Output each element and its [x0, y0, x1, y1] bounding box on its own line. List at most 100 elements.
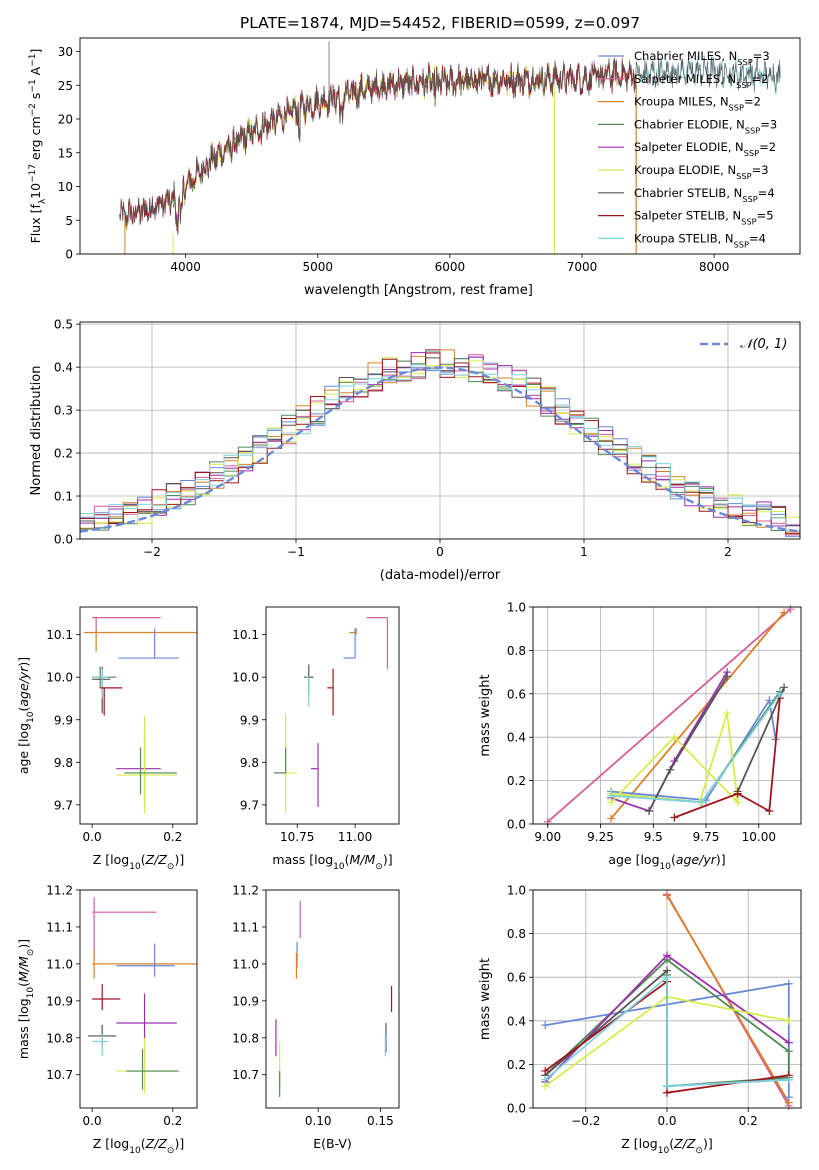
axes-spectrum: 4000 5000 6000 7000 8000 0 5 10 15 20 25 30 waveleng…: [28, 37, 801, 298]
x-tick-label: 0.0: [657, 1114, 676, 1128]
weight-marker-kroupa_stelib: [663, 973, 671, 982]
label-part: Z/Z: [145, 1136, 168, 1151]
y-tick-label: 25: [58, 79, 73, 93]
label-part: SSP: [745, 125, 760, 135]
label-part: =3: [752, 163, 769, 177]
legend-label-chabrier_stelib: Chabrier STELIB, NSSP=4: [634, 186, 775, 204]
weight-marker-salpeter_stelib: [765, 806, 774, 815]
y-tick-label: 0.1: [54, 490, 73, 504]
x-axis-label: Z [log10(Z/Z⊙)]: [93, 1136, 184, 1156]
x-tick-label: 0.0: [83, 830, 102, 844]
weight-marker-kroupa_stelib: [697, 798, 706, 807]
weight-marker-kroupa_stelib: [663, 1082, 671, 1091]
axes-weight_vs_age: 9.00 9.25 9.5 9.75 10.00 0.0 0.2 0.4 0.6 0.8 1.0 ag…: [478, 601, 802, 872]
x-tick-label: 7000: [567, 260, 598, 274]
y-tick-label: 0.0: [54, 533, 73, 547]
label-part: ⊙: [375, 862, 383, 872]
x-axis-label: age [log10(age/yr)]: [608, 852, 725, 872]
x-axis-label: Z [log10(Z/Z⊙)]: [93, 852, 184, 872]
weight-marker-salpeter_stelib: [541, 1066, 550, 1075]
x-tick-label: 0.2: [163, 1114, 182, 1128]
y-tick-label: 10.9: [232, 994, 259, 1008]
weight-marker-chabrier_stelib: [723, 672, 732, 681]
y-tick-label: 10.9: [46, 994, 73, 1008]
label-part: SSP: [736, 80, 751, 90]
y-tick-label: 0.8: [507, 644, 526, 658]
x-axis-label: E(B-V): [313, 1136, 352, 1151]
label-part: Chabrier MILES, N: [634, 49, 737, 63]
weight-marker-salpeter_elodie: [663, 951, 671, 960]
legend-label-kroupa_miles: Kroupa MILES, NSSP=2: [634, 95, 761, 113]
weight-line-chabrier_stelib: [648, 675, 728, 812]
gaussian-curve: [79, 366, 801, 533]
x-tick-label: 0.15: [367, 1114, 394, 1128]
x-tick-label: −0.2: [571, 1114, 600, 1128]
weight-marker-chabrier_miles: [541, 1021, 550, 1030]
legend-label-gauss: 𝒩(0, 1): [740, 337, 787, 352]
plot-area-weight_vs_age: [543, 605, 795, 826]
x-tick-label: 9.5: [644, 830, 663, 844]
label-part: −2: [28, 103, 38, 116]
y-tick-label: 11.0: [232, 957, 259, 971]
weight-marker-kroupa_stelib: [775, 689, 784, 698]
label-part: Z [log: [621, 1136, 657, 1151]
label-part: 10: [129, 862, 141, 872]
weight-line-chabrier_stelib: [736, 686, 785, 792]
y-tick-label: 0.8: [507, 927, 526, 941]
y-axis-label: Normed distribution: [29, 366, 44, 496]
weight-marker-kroupa_miles: [663, 891, 671, 900]
legend-label-salpeter_miles: Salpeter MILES, NSSP=2: [634, 72, 769, 90]
label-part: =3: [753, 49, 770, 63]
label-part: M/M: [16, 956, 31, 982]
y-tick-label: 0.6: [507, 971, 526, 985]
label-part: 10: [660, 862, 672, 872]
label-part: A: [28, 66, 43, 79]
label-part: (: [141, 1136, 146, 1151]
axes-frame: [79, 606, 198, 825]
legend-label-chabrier_miles: Chabrier MILES, NSSP=3: [634, 49, 770, 67]
label-part: Salpeter MILES, N: [634, 72, 736, 86]
y-tick-label: 0.0: [507, 1102, 526, 1116]
weight-marker-salpeter_miles: [786, 605, 795, 614]
weight-line-chabrier_miles: [611, 697, 777, 802]
y-tick-label: 10.1: [232, 628, 259, 642]
plot-area-spectrum: [119, 41, 781, 254]
weight-line-chabrier_elodie: [611, 691, 781, 804]
y-tick-label: 0.6: [507, 687, 526, 701]
y-tick-label: 15: [58, 146, 73, 160]
label-part: −1: [28, 79, 38, 92]
y-tick-label: 10.0: [232, 671, 259, 685]
label-part: 10: [658, 1146, 670, 1156]
x-tick-label: 0.0: [83, 1114, 102, 1128]
label-part: Kroupa ELODIE, N: [634, 163, 736, 177]
axes-frame: [265, 889, 400, 1109]
label-part: )]: [174, 852, 184, 867]
label-part: ⊙: [695, 1146, 703, 1156]
label-part: Flux [f: [28, 204, 43, 244]
label-part: SSP: [729, 103, 744, 113]
weight-marker-chabrier_elodie: [784, 1047, 793, 1056]
y-tick-label: 10.8: [232, 1031, 259, 1045]
y-tick-label: 10.0: [46, 671, 73, 685]
label-part: )]: [716, 852, 726, 867]
weight-line-salpeter_miles: [547, 608, 791, 823]
plot-area-age_vs_Z: [84, 617, 197, 814]
y-tick-label: 1.0: [507, 884, 526, 898]
y-tick-label: 10.1: [46, 628, 73, 642]
label-part: mass [log: [272, 852, 333, 867]
label-part: (: [669, 1136, 674, 1151]
label-part: (: [345, 852, 350, 867]
label-part: )]: [383, 852, 393, 867]
label-part: Salpeter ELODIE, N: [634, 140, 744, 154]
y-tick-label: 30: [58, 45, 73, 59]
label-part: 10: [28, 183, 43, 199]
label-part: =4: [758, 186, 775, 200]
weight-line-salpeter_stelib: [674, 698, 781, 819]
label-part: 10: [129, 1146, 141, 1156]
y-tick-label: 20: [58, 113, 73, 127]
weight-marker-kroupa_miles: [780, 608, 789, 617]
label-part: SSP: [741, 217, 756, 227]
weight-marker-kroupa_elodie: [723, 709, 732, 718]
axes-age_vs_Z: 0.0 0.29.79.89.910.010.1Z [log10(Z/Z⊙)]ag…: [16, 606, 198, 872]
